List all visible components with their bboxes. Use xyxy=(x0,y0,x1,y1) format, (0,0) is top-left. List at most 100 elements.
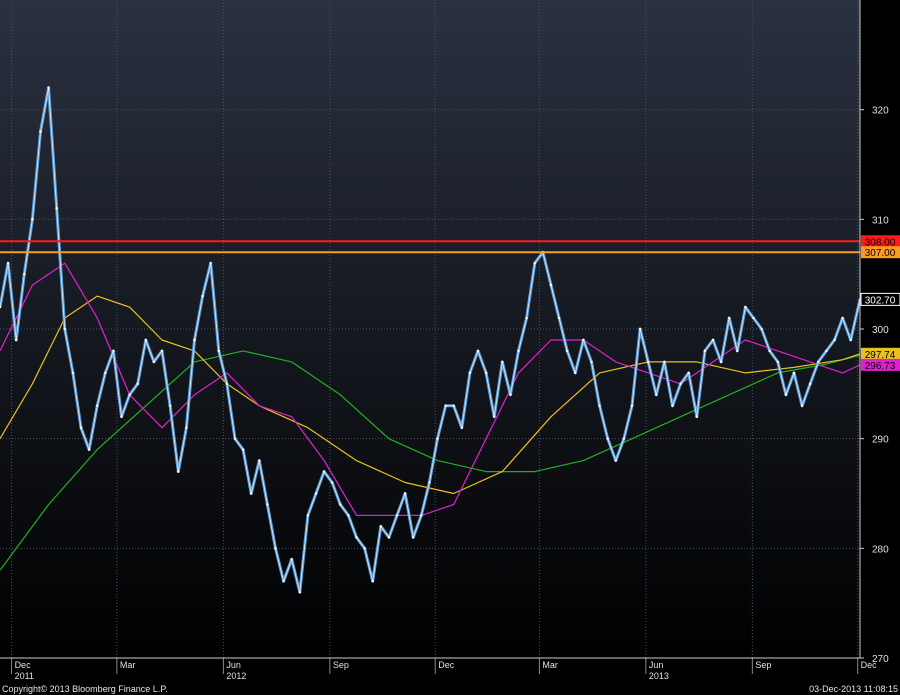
data-point xyxy=(403,492,407,495)
data-point xyxy=(671,404,674,407)
data-point xyxy=(330,481,334,484)
data-point xyxy=(841,316,844,320)
value-label-1-box xyxy=(861,347,900,360)
x-tick-label: Dec xyxy=(861,660,878,670)
value-label-2-box xyxy=(861,358,900,371)
data-point xyxy=(39,130,42,133)
data-point xyxy=(314,492,318,495)
data-point xyxy=(209,262,212,265)
data-point xyxy=(703,349,707,353)
value-label-1-text: 297.74 xyxy=(865,350,896,361)
y-tick-label: 270 xyxy=(872,654,889,665)
timestamp-text: 03-Dec-2013 11:08:15 xyxy=(809,684,898,694)
data-point xyxy=(96,404,99,407)
data-point xyxy=(800,404,804,407)
y-tick-label: 310 xyxy=(872,215,889,226)
data-point xyxy=(809,382,812,386)
data-point xyxy=(339,503,342,506)
data-point xyxy=(638,327,642,331)
series-price xyxy=(0,86,862,594)
data-point xyxy=(517,349,520,353)
level-label-1: 307.00 xyxy=(861,246,900,259)
data-point xyxy=(509,393,512,396)
data-point xyxy=(290,558,293,561)
data-point xyxy=(201,294,204,298)
data-point xyxy=(15,338,18,342)
data-point xyxy=(493,415,496,418)
data-point xyxy=(622,437,626,440)
series xyxy=(0,86,862,594)
data-point xyxy=(736,349,739,353)
series-line-ma_long xyxy=(0,350,861,571)
x-tick-label: Jun xyxy=(226,660,241,670)
data-point xyxy=(0,305,2,309)
level-label-0-box xyxy=(861,235,900,248)
data-point xyxy=(225,382,229,386)
data-point xyxy=(379,525,383,528)
data-point xyxy=(817,360,820,364)
data-point xyxy=(598,404,601,407)
value-label-0-box xyxy=(860,292,900,306)
value-label-0-text: 302.70 xyxy=(865,295,896,306)
data-point xyxy=(444,404,447,407)
data-point xyxy=(347,514,350,517)
data-point xyxy=(784,393,788,396)
data-point xyxy=(136,382,139,386)
data-point xyxy=(31,218,34,221)
data-point xyxy=(120,415,123,418)
series-ma_mid xyxy=(0,295,861,495)
data-point xyxy=(412,536,415,539)
data-point xyxy=(104,371,107,375)
data-point xyxy=(549,283,553,287)
data-point xyxy=(152,360,156,364)
horizontal-levels xyxy=(0,240,860,254)
series-line-ma_mid xyxy=(0,295,861,495)
y-tick-label: 290 xyxy=(872,435,889,446)
data-point xyxy=(168,404,172,407)
data-point xyxy=(298,591,301,594)
data-point xyxy=(768,349,771,353)
value-label-0: 302.70 xyxy=(860,292,900,306)
x-tick-label: Mar xyxy=(120,660,136,670)
data-point xyxy=(849,338,852,342)
data-point xyxy=(395,514,399,517)
x-year-label: 2011 xyxy=(15,671,34,681)
data-point xyxy=(63,327,67,331)
data-point xyxy=(128,393,131,396)
data-point xyxy=(792,371,796,375)
data-point xyxy=(47,86,50,89)
data-point xyxy=(112,349,115,353)
data-point xyxy=(420,514,423,517)
data-point xyxy=(177,470,180,473)
data-point xyxy=(833,338,836,342)
y-tick-label: 300 xyxy=(872,325,889,336)
data-point xyxy=(23,272,26,276)
data-point xyxy=(258,459,261,462)
data-point xyxy=(428,481,431,484)
data-point xyxy=(282,580,285,583)
data-point xyxy=(233,437,237,440)
data-point xyxy=(760,327,763,331)
value-label-2-text: 296.73 xyxy=(865,361,896,372)
value-label-1: 297.74 xyxy=(861,347,900,361)
data-point xyxy=(574,371,577,375)
data-point xyxy=(468,371,472,375)
level-label-1-text: 307.00 xyxy=(865,248,896,259)
data-point xyxy=(484,371,488,375)
data-point xyxy=(144,338,148,342)
x-tick-label: Sep xyxy=(755,660,771,670)
data-point xyxy=(582,338,585,342)
x-tick-label: Sep xyxy=(333,660,349,670)
data-point xyxy=(525,316,528,320)
data-point xyxy=(266,503,269,506)
data-point xyxy=(71,371,75,375)
level-label-0-text: 308.00 xyxy=(865,237,896,248)
data-point xyxy=(679,382,682,386)
data-point xyxy=(630,404,634,407)
data-point xyxy=(606,437,609,440)
data-point xyxy=(744,305,747,309)
data-point xyxy=(533,262,536,265)
